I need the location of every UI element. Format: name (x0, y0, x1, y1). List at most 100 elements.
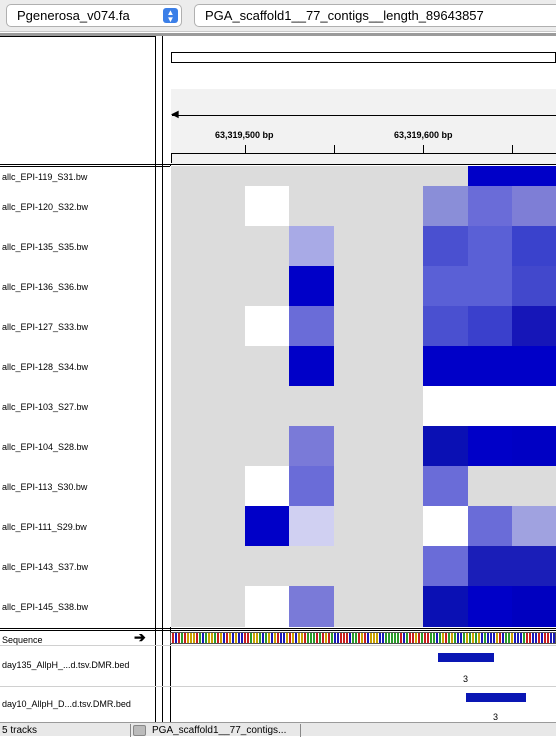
methylation-cell[interactable] (245, 166, 289, 186)
track-name[interactable]: allc_EPI-135_S35.bw (2, 242, 89, 252)
methylation-cell[interactable] (289, 266, 334, 306)
ruler-track[interactable] (171, 89, 556, 164)
track-name[interactable]: allc_EPI-127_S33.bw (2, 322, 89, 332)
methylation-cell[interactable] (171, 546, 245, 586)
dmr-feature[interactable] (466, 693, 526, 702)
methylation-cell[interactable] (423, 586, 468, 627)
methylation-cell[interactable] (334, 226, 423, 266)
methylation-cell[interactable] (334, 426, 423, 466)
methylation-cell[interactable] (245, 546, 289, 586)
track-name[interactable]: allc_EPI-111_S29.bw (2, 522, 87, 532)
methylation-cell[interactable] (512, 546, 556, 586)
track-name[interactable]: allc_EPI-113_S30.bw (2, 482, 88, 492)
methylation-cell[interactable] (289, 506, 334, 546)
methylation-cell[interactable] (289, 186, 334, 226)
methylation-cell[interactable] (334, 166, 423, 186)
data-panel[interactable] (170, 166, 556, 627)
methylation-cell[interactable] (289, 226, 334, 266)
methylation-cell[interactable] (334, 506, 423, 546)
methylation-cell[interactable] (171, 266, 245, 306)
methylation-cell[interactable] (171, 166, 245, 186)
chromosome-ideogram[interactable] (171, 52, 556, 63)
methylation-cell[interactable] (171, 226, 245, 266)
methylation-cell[interactable] (245, 306, 289, 346)
strand-arrow-icon[interactable]: ➔ (134, 629, 146, 645)
methylation-cell[interactable] (289, 466, 334, 506)
track-name[interactable]: allc_EPI-103_S27.bw (2, 402, 89, 412)
methylation-cell[interactable] (245, 266, 289, 306)
methylation-cell[interactable] (171, 586, 245, 627)
track-name[interactable]: allc_EPI-145_S38.bw (2, 602, 89, 612)
methylation-cell[interactable] (245, 186, 289, 226)
methylation-cell[interactable] (289, 166, 334, 186)
methylation-cell[interactable] (512, 306, 556, 346)
attribute-panel-divider[interactable] (162, 36, 163, 722)
dmr-feature[interactable] (438, 653, 494, 662)
methylation-cell[interactable] (289, 546, 334, 586)
methylation-cell[interactable] (171, 426, 245, 466)
methylation-cell[interactable] (512, 586, 556, 627)
methylation-cell[interactable] (245, 506, 289, 546)
methylation-cell[interactable] (171, 346, 245, 386)
methylation-cell[interactable] (245, 466, 289, 506)
methylation-cell[interactable] (512, 186, 556, 226)
track-name[interactable]: allc_EPI-136_S36.bw (2, 282, 89, 292)
locus-dropdown[interactable]: PGA_scaffold1__77_contigs__length_896438… (194, 4, 556, 27)
methylation-cell[interactable] (289, 586, 334, 627)
methylation-cell[interactable] (423, 546, 468, 586)
bed-track-name[interactable]: day135_AllpH_...d.tsv.DMR.bed (2, 660, 130, 670)
methylation-cell[interactable] (334, 546, 423, 586)
track-name[interactable]: allc_EPI-128_S34.bw (2, 362, 89, 372)
track-name[interactable]: allc_EPI-104_S28.bw (2, 442, 89, 452)
sequence-track[interactable] (170, 631, 556, 645)
methylation-cell[interactable] (423, 306, 468, 346)
methylation-cell[interactable] (468, 386, 556, 426)
methylation-cell[interactable] (512, 266, 556, 306)
methylation-cell[interactable] (512, 426, 556, 466)
methylation-cell[interactable] (423, 346, 468, 386)
track-name[interactable]: allc_EPI-120_S32.bw (2, 202, 89, 212)
methylation-cell[interactable] (289, 426, 334, 466)
track-name[interactable]: allc_EPI-143_S37.bw (2, 562, 89, 572)
methylation-cell[interactable] (423, 386, 468, 426)
methylation-cell[interactable] (334, 586, 423, 627)
methylation-cell[interactable] (171, 386, 245, 426)
panel-divider[interactable] (0, 33, 556, 36)
methylation-cell[interactable] (171, 466, 245, 506)
methylation-cell[interactable] (245, 346, 289, 386)
methylation-cell[interactable] (289, 386, 334, 426)
methylation-cell[interactable] (423, 186, 468, 226)
methylation-cell[interactable] (423, 266, 468, 306)
methylation-cell[interactable] (334, 306, 423, 346)
methylation-cell[interactable] (468, 166, 556, 186)
methylation-cell[interactable] (171, 506, 245, 546)
methylation-cell[interactable] (334, 346, 423, 386)
methylation-cell[interactable] (423, 426, 468, 466)
methylation-cell[interactable] (423, 166, 468, 186)
methylation-cell[interactable] (423, 506, 468, 546)
methylation-cell[interactable] (512, 466, 556, 506)
methylation-cell[interactable] (245, 226, 289, 266)
methylation-cell[interactable] (245, 586, 289, 627)
genome-dropdown[interactable]: Pgenerosa_v074.fa ▲ ▼ (6, 4, 182, 27)
name-panel-divider[interactable] (155, 36, 156, 722)
track-name[interactable]: allc_EPI-119_S31.bw (2, 172, 88, 182)
methylation-cell[interactable] (334, 386, 423, 426)
methylation-cell[interactable] (289, 306, 334, 346)
methylation-cell[interactable] (512, 226, 556, 266)
methylation-cell[interactable] (423, 226, 468, 266)
methylation-cell[interactable] (512, 506, 556, 546)
methylation-cell[interactable] (245, 386, 289, 426)
methylation-cell[interactable] (334, 266, 423, 306)
methylation-cell[interactable] (289, 346, 334, 386)
sequence-track-label[interactable]: Sequence (2, 635, 43, 645)
methylation-cell[interactable] (245, 426, 289, 466)
genome-dropdown-value: Pgenerosa_v074.fa (17, 8, 130, 23)
methylation-cell[interactable] (334, 466, 423, 506)
methylation-cell[interactable] (468, 346, 556, 386)
methylation-cell[interactable] (171, 186, 245, 226)
methylation-cell[interactable] (334, 186, 423, 226)
methylation-cell[interactable] (171, 306, 245, 346)
methylation-cell[interactable] (423, 466, 468, 506)
bed-track-name[interactable]: day10_AllpH_D...d.tsv.DMR.bed (2, 699, 131, 709)
